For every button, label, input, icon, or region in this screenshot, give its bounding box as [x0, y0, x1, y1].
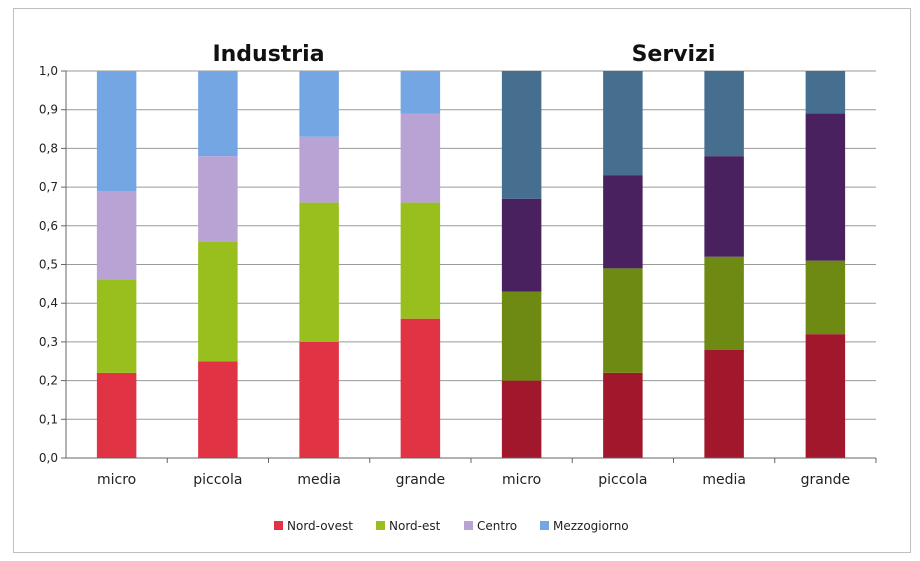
group-title: Industria [212, 42, 324, 67]
x-category-label: grande [801, 472, 851, 488]
bar-segment [400, 318, 441, 458]
x-category-label: micro [97, 472, 136, 488]
bar-segment [299, 136, 339, 203]
bar-segment [805, 71, 846, 114]
legend-swatch [464, 521, 473, 530]
x-category-label: media [297, 472, 341, 488]
bar-segment [501, 380, 542, 458]
y-tick-label: 1,0 [39, 64, 58, 78]
legend-swatch [540, 521, 549, 530]
y-tick-label: 0,7 [39, 180, 58, 194]
stacked-bar-chart: 0,0 0,1 0,2 0,3 0,4 0,5 0,6 0,7 0,8 0,9 1,0 micro pi… [39, 42, 877, 533]
y-tick-label: 0,8 [39, 141, 58, 155]
bar-segment [96, 372, 137, 458]
bar-segment [400, 113, 441, 203]
bar-segment [704, 256, 744, 350]
x-category-label: micro [502, 472, 541, 488]
bar-segment [299, 71, 339, 137]
bar-segment [603, 175, 643, 269]
y-tick-label: 0,2 [39, 374, 58, 388]
bar-segment [299, 202, 339, 342]
x-category-label: piccola [193, 472, 242, 488]
legend-label: Nord-ovest [287, 519, 353, 533]
x-category-label: grande [396, 472, 446, 488]
bar-segment [704, 156, 744, 257]
y-tick-label: 0,4 [39, 296, 58, 310]
bar-segment [501, 71, 542, 199]
bar-segment [603, 268, 643, 373]
grid-layer [66, 70, 876, 459]
chart-frame: 0,0 0,1 0,2 0,3 0,4 0,5 0,6 0,7 0,8 0,9 1,0 micro pi… [13, 8, 911, 553]
bar-segment [198, 241, 238, 362]
y-tick-label: 0,0 [39, 451, 58, 465]
y-tick-label: 0,9 [39, 103, 58, 117]
y-tick-label: 0,3 [39, 335, 58, 349]
legend-label: Nord-est [389, 519, 441, 533]
bar-segment [603, 372, 643, 458]
y-tick-label: 0,1 [39, 412, 58, 426]
bar-segment [299, 341, 339, 458]
legend-layer: Nord-ovest Nord-est Centro Mezzogiorno [274, 519, 629, 533]
bar-layer [96, 71, 846, 458]
bar-segment [198, 71, 238, 157]
legend-label: Mezzogiorno [553, 519, 629, 533]
legend-swatch [376, 521, 385, 530]
bar-segment [198, 156, 238, 242]
bar-segment [198, 361, 238, 458]
bar-segment [805, 260, 846, 335]
bar-segment [704, 71, 744, 157]
bar-segment [501, 198, 542, 292]
bar-segment [400, 202, 441, 319]
bar-segment [400, 71, 441, 114]
x-category-label: piccola [598, 472, 647, 488]
bar-segment [96, 190, 137, 280]
group-title: Servizi [632, 42, 716, 67]
bar-segment [96, 71, 137, 191]
x-category-label: media [702, 472, 746, 488]
title-layer: Industria Servizi [212, 42, 715, 67]
bar-segment [501, 291, 542, 381]
legend-label: Centro [477, 519, 517, 533]
bar-segment [704, 349, 744, 458]
bar-segment [96, 279, 137, 373]
legend-swatch [274, 521, 283, 530]
bar-segment [603, 71, 643, 176]
bar-segment [805, 113, 846, 261]
axis-layer: 0,0 0,1 0,2 0,3 0,4 0,5 0,6 0,7 0,8 0,9 1,0 micro pi… [39, 64, 877, 488]
bar-segment [805, 334, 846, 458]
y-tick-label: 0,6 [39, 219, 58, 233]
y-tick-label: 0,5 [39, 258, 58, 272]
